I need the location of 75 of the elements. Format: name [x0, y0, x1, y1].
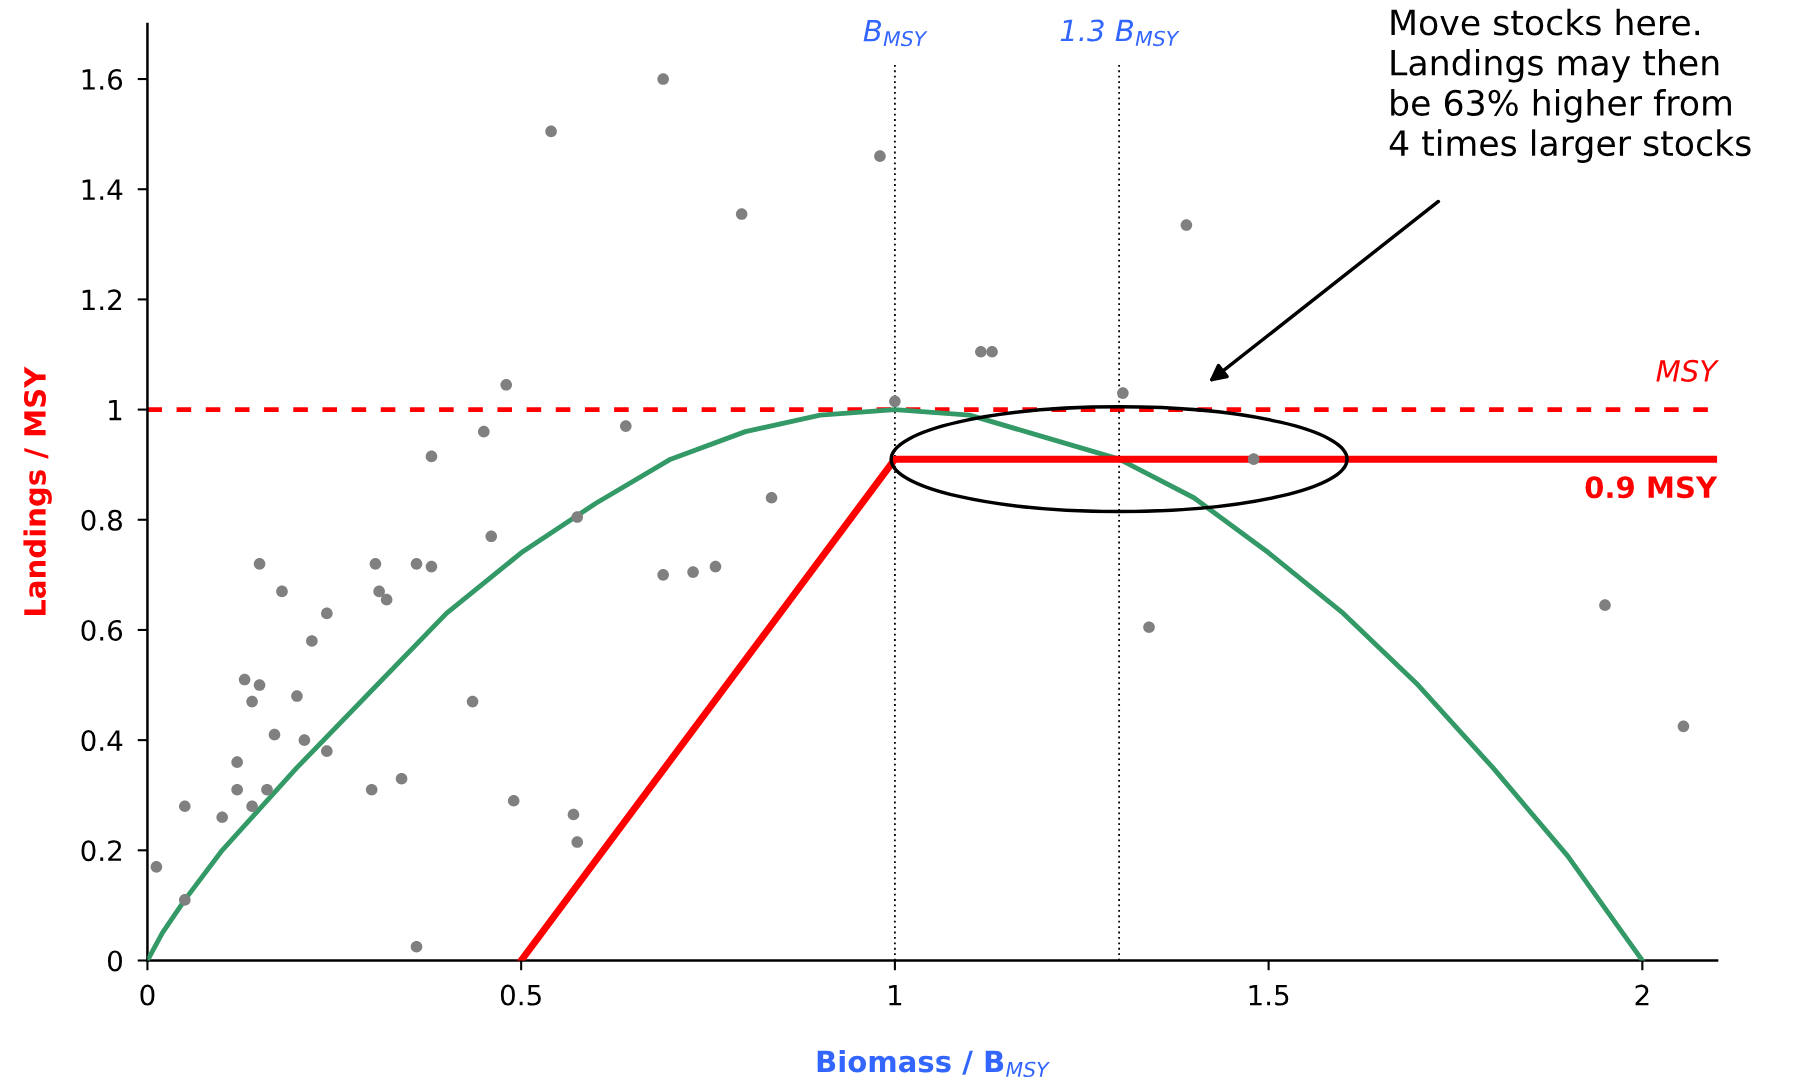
y-tick-label: 1.6	[82, 68, 123, 90]
y-tick-label: 0.6	[81, 619, 123, 641]
point	[321, 607, 333, 620]
point	[231, 756, 243, 768]
point	[410, 940, 423, 953]
annotation: Move stocks here. Landings may then be 63% higher from 4 times larger stocks	[1389, 8, 1751, 163]
point	[485, 530, 498, 543]
point	[425, 450, 438, 463]
point	[246, 695, 258, 708]
x-tick-label: 1	[889, 984, 902, 1006]
y-tick-label: 1.4	[82, 179, 123, 200]
point	[507, 794, 520, 807]
point	[1117, 387, 1129, 399]
x-tick-label: 0.5	[500, 984, 541, 1006]
y-tick-label: 0	[107, 950, 122, 972]
point	[889, 395, 901, 408]
point	[246, 800, 258, 813]
point	[373, 585, 385, 598]
point	[253, 558, 266, 570]
x-tick-label: 1.5	[1249, 984, 1289, 1006]
x-tick-label: 2	[1635, 984, 1649, 1006]
point	[1677, 720, 1690, 733]
point	[298, 734, 311, 746]
point	[687, 566, 699, 578]
point	[1180, 219, 1193, 231]
point	[1247, 453, 1260, 465]
y-tick-label: 1	[109, 399, 122, 421]
point	[1599, 599, 1611, 611]
point	[466, 695, 479, 708]
point	[179, 800, 191, 813]
point	[975, 345, 987, 358]
point	[657, 569, 669, 581]
point	[571, 836, 584, 848]
point	[765, 491, 778, 504]
point	[425, 560, 438, 573]
point	[380, 593, 393, 606]
point	[179, 894, 191, 906]
point	[365, 783, 378, 796]
point	[477, 425, 490, 438]
point	[545, 125, 557, 138]
x-tick-label: 0	[140, 984, 155, 1006]
point	[657, 73, 669, 85]
ref-line-label: MSY	[1656, 359, 1719, 382]
point	[216, 811, 228, 824]
point	[276, 585, 288, 598]
point	[306, 635, 318, 647]
point	[321, 745, 333, 757]
point	[620, 420, 632, 432]
y-tick-label: 0.8	[81, 509, 122, 531]
point	[986, 345, 998, 358]
point	[1143, 621, 1155, 634]
point	[253, 679, 266, 691]
y-tick-label: 1.2	[82, 289, 122, 310]
point	[500, 378, 513, 391]
point	[735, 208, 748, 220]
y-tick-label: 0.4	[81, 730, 123, 752]
series-label: 0.9 MSY	[1585, 476, 1718, 499]
point	[238, 673, 251, 686]
point	[150, 861, 163, 873]
point	[369, 558, 382, 570]
point	[709, 560, 722, 573]
point	[571, 511, 584, 523]
point	[261, 783, 273, 796]
ref-line-label: B$_{MSY}$	[863, 20, 928, 47]
point	[874, 150, 886, 162]
y-axis-title: Landings / MSY	[23, 366, 52, 616]
ref-line-label: 1.3 B$_{MSY}$	[1060, 19, 1180, 47]
point	[268, 728, 281, 741]
point	[395, 772, 408, 785]
point	[231, 783, 243, 796]
point	[291, 690, 303, 702]
x-axis-title: Biomass / B$_{MSY}$	[817, 1049, 1050, 1078]
point	[567, 808, 580, 821]
y-tick-label: 0.2	[81, 840, 122, 862]
point	[410, 558, 423, 570]
